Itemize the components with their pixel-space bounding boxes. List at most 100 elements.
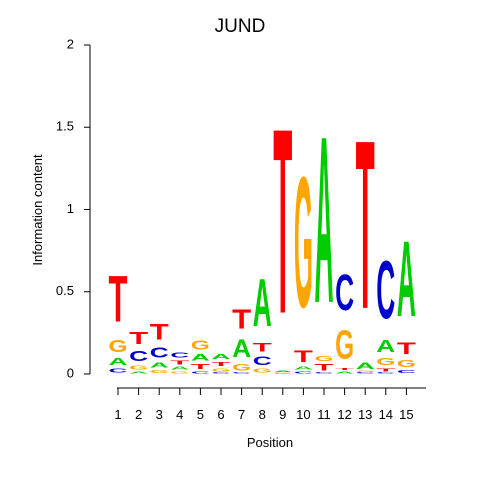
logo-letter: C (191, 371, 210, 374)
logo-letter: C (273, 373, 292, 374)
x-tick-label: 12 (337, 407, 351, 422)
logo-letter: A (335, 371, 355, 374)
chart-title: JUND (215, 16, 266, 37)
logo-letter: G (170, 371, 189, 374)
logo-letter: G (294, 140, 313, 348)
logo-letter: C (212, 372, 231, 374)
x-tick-label: 5 (197, 407, 204, 422)
logo-letter: T (129, 328, 149, 348)
x-tick-label: 13 (358, 407, 372, 422)
logo-letter: A (129, 371, 149, 374)
logo-letter: G (335, 322, 354, 368)
logo-letter: C (376, 244, 395, 336)
logo-letter: A (315, 87, 334, 353)
logo-letter: C (294, 371, 313, 374)
logo-letter: T (253, 341, 273, 354)
logo-letter: T (150, 320, 170, 345)
logo-letter: A (232, 336, 251, 363)
y-tick-label: 2 (67, 36, 74, 51)
logo-letter: G (109, 336, 128, 356)
x-tick-label: 2 (135, 407, 142, 422)
x-tick-label: 3 (156, 407, 163, 422)
logo-letter: C (170, 351, 189, 359)
letter-stacks: CAGTAGCTGACTGATCCTAGCGTACGATGCTACGATCATG… (109, 74, 417, 374)
logo-letter: T (273, 74, 292, 369)
logo-letter: A (150, 361, 169, 369)
x-tick-label: 1 (114, 407, 121, 422)
logo-letter: T (232, 304, 251, 335)
logo-letter: T (356, 92, 375, 360)
y-tick-label: 1 (67, 201, 74, 216)
logo-letter: G (212, 367, 231, 372)
logo-letter: A (170, 366, 190, 371)
logo-letter: C (315, 372, 334, 374)
y-tick-label: 1.5 (56, 119, 74, 134)
logo-letter: A (397, 218, 416, 339)
logo-letter: C (150, 345, 169, 362)
logo-letter: T (109, 261, 128, 335)
logo-letter: T (170, 359, 189, 366)
x-tick-label: 9 (279, 407, 286, 422)
logo-letter: C (335, 263, 354, 321)
logo-letter: T (191, 363, 210, 371)
logo-letter: C (253, 355, 272, 368)
x-tick-label: 15 (399, 407, 413, 422)
logo-letter: A (253, 266, 272, 341)
logo-letter: G (273, 372, 292, 373)
logo-letter: T (397, 340, 416, 358)
x-tick-label: 7 (238, 407, 245, 422)
logo-letter: C (376, 372, 395, 374)
logo-letter: T (335, 367, 355, 370)
x-axis-label: Position (247, 435, 293, 450)
logo-letter: C (356, 372, 375, 374)
logo-letter: C (232, 372, 251, 374)
y-tick-label: 0.5 (56, 283, 74, 298)
x-tick-label: 8 (259, 407, 266, 422)
x-tick-label: 6 (217, 407, 224, 422)
logo-letter: T (294, 349, 313, 367)
logo-letter: A (294, 366, 314, 371)
x-tick-label: 10 (296, 407, 310, 422)
y-tick-label: 0 (67, 365, 74, 380)
logo-letter: G (191, 338, 210, 353)
x-tick-label: 14 (379, 407, 393, 422)
logo-letter: A (273, 371, 292, 373)
logo-letter: G (356, 371, 375, 373)
logo-letter: C (129, 348, 148, 365)
logo-letter: T (315, 362, 334, 372)
logo-letter: G (232, 362, 251, 372)
logo-letter: G (315, 354, 334, 362)
x-axis: 1 2 3 4 5 6 7 8 9 10 11 12 13 14 15 (114, 387, 426, 422)
logo-letter: A (376, 336, 395, 356)
y-axis-label: Information content (30, 154, 45, 266)
logo-letter: G (397, 357, 416, 369)
logo-letter: A (212, 353, 231, 361)
logo-letter: G (150, 369, 169, 374)
logo-letter: T (376, 367, 396, 372)
x-tick-label: 11 (317, 407, 331, 422)
logo-letter: A (356, 361, 375, 371)
logo-letter: T (212, 361, 231, 368)
logo-letter: C (109, 368, 128, 374)
logo-letter: A (109, 356, 128, 367)
y-axis: 0 0.5 1 1.5 2 (56, 36, 91, 380)
logo-letter: G (376, 356, 395, 368)
logo-letter: C (397, 369, 417, 374)
x-tick-label: 4 (176, 407, 183, 422)
